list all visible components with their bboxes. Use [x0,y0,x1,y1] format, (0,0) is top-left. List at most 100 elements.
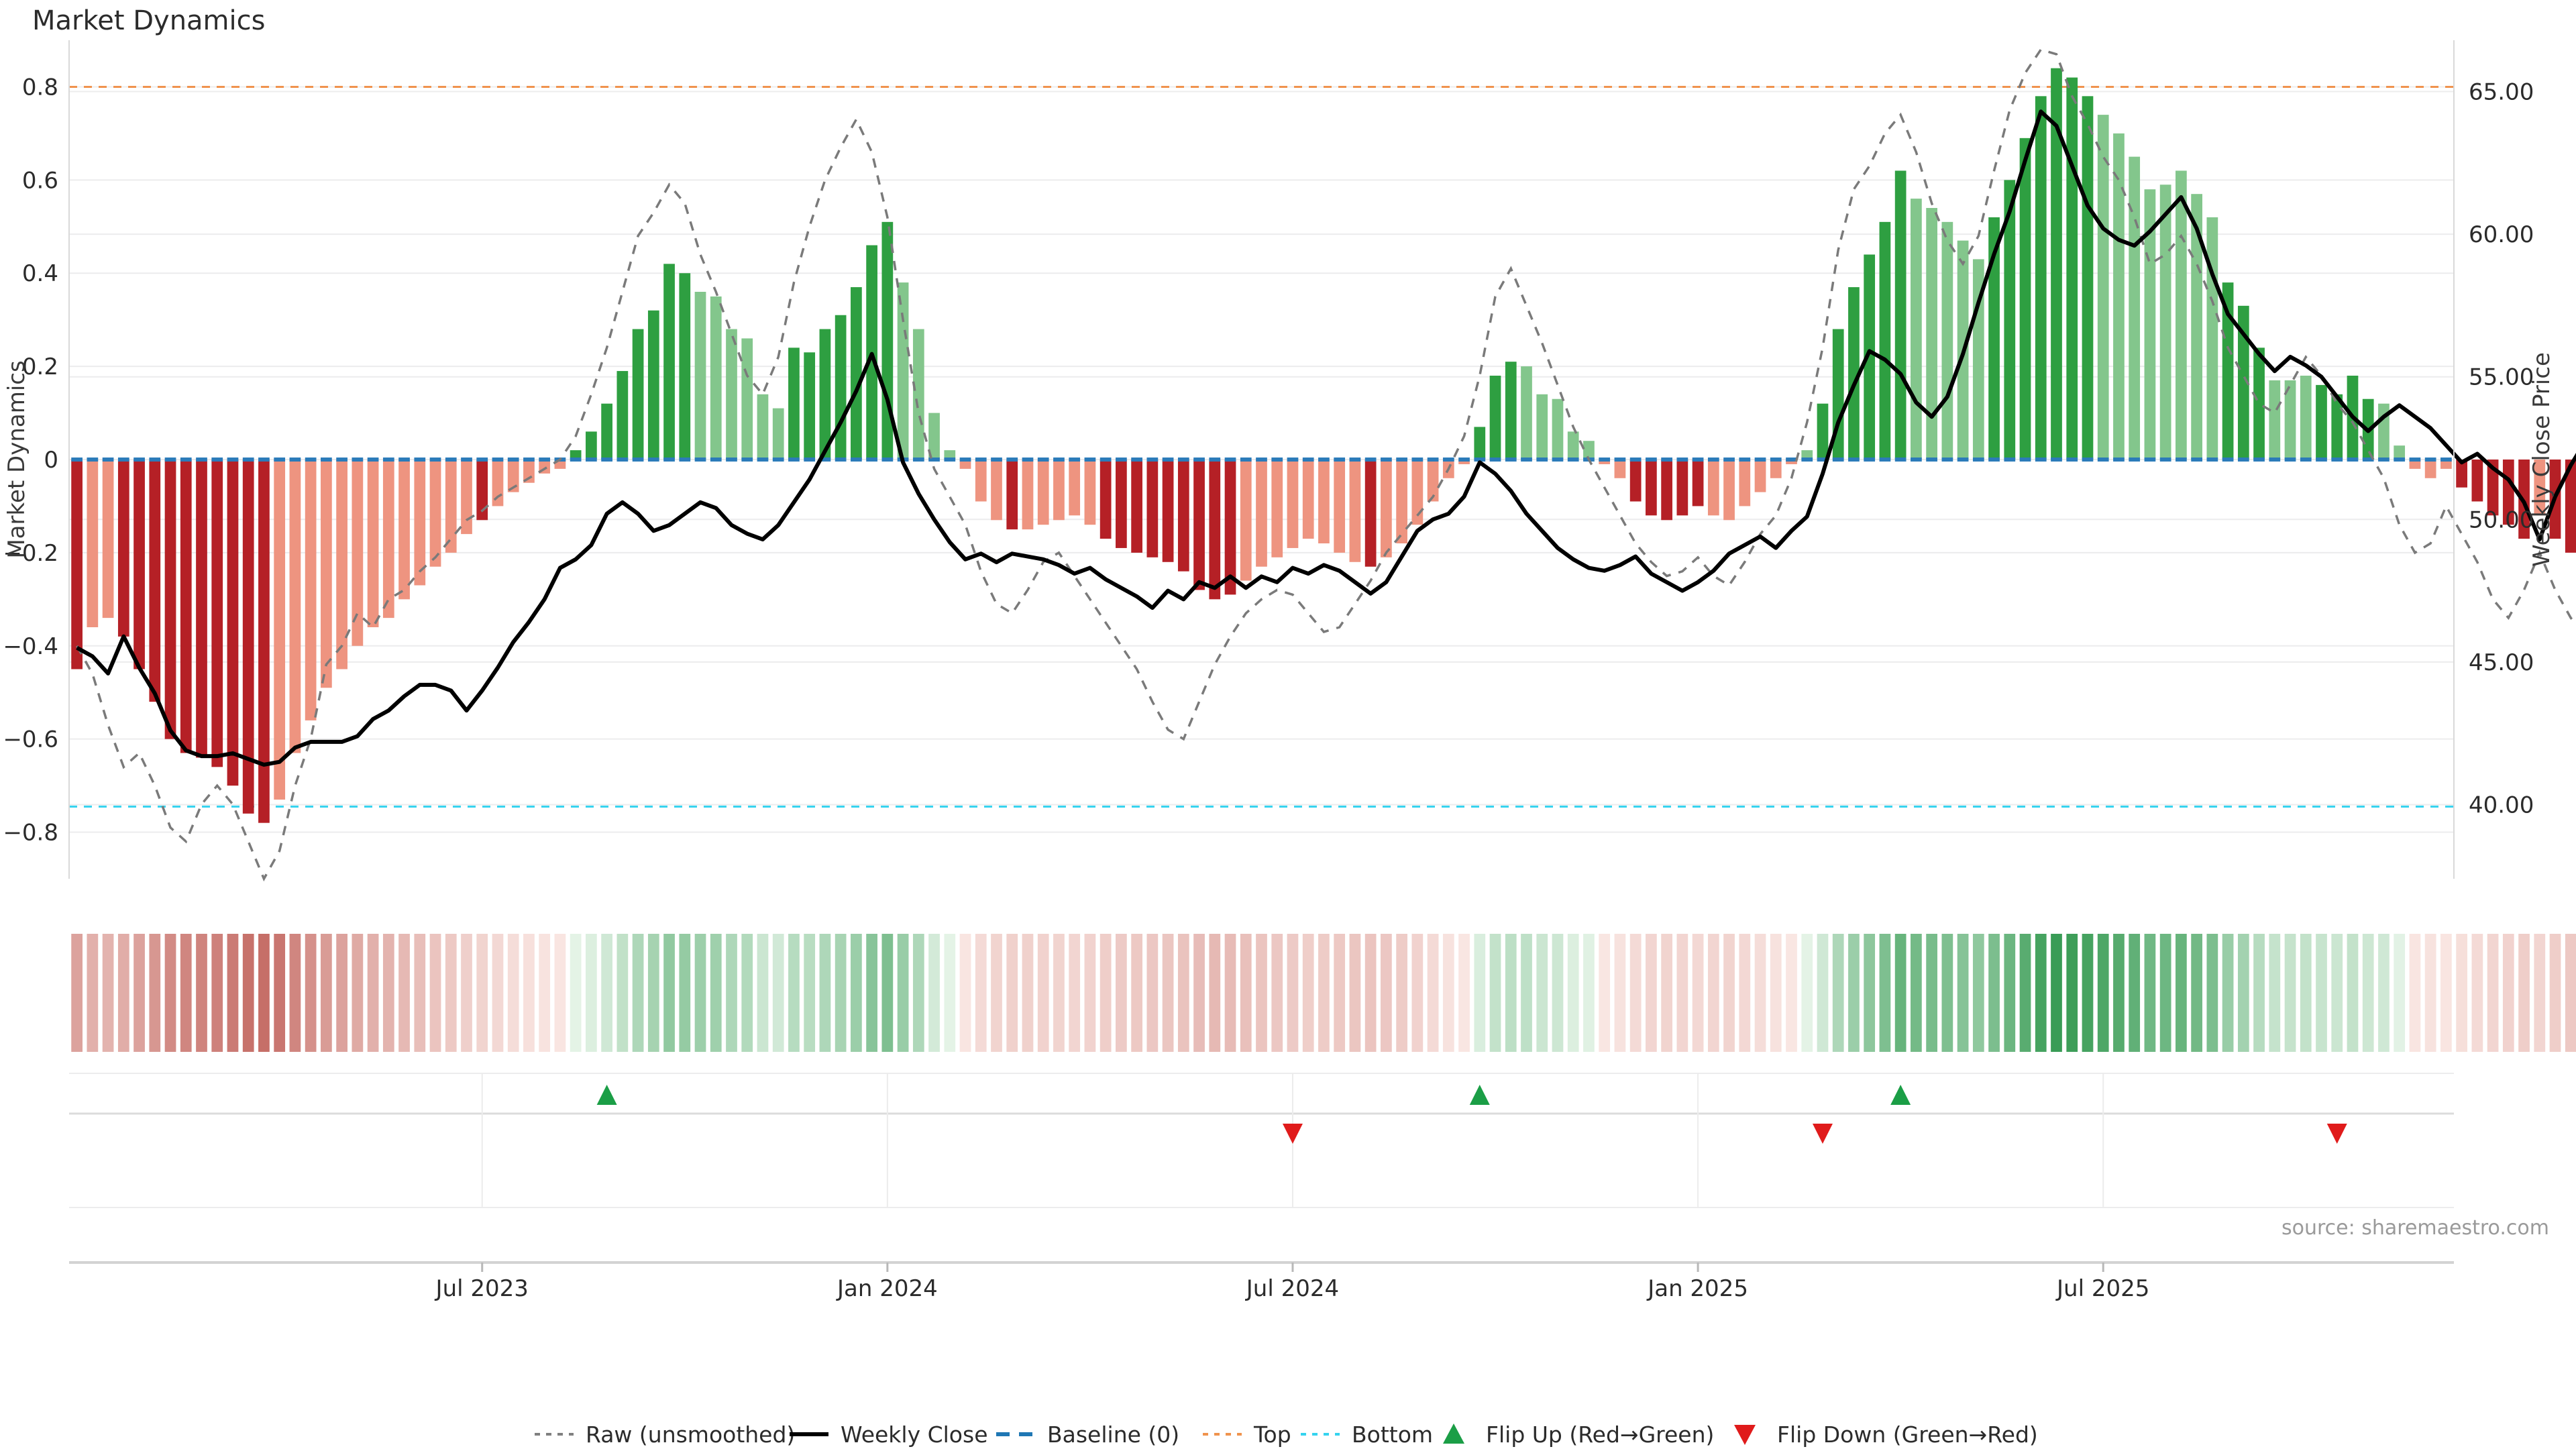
bar [835,315,847,460]
bar [2409,460,2421,469]
heatmap-cell [881,934,894,1052]
bar [1427,460,1439,502]
bar [2394,445,2406,460]
heatmap-cell [133,934,145,1052]
heatmap-cell [1084,934,1096,1052]
heatmap-cell [694,934,706,1052]
heatmap-cell [2222,934,2234,1052]
flip-up-marker[interactable] [1469,1085,1490,1105]
heatmap-cell [149,934,161,1052]
heatmap-cell [2253,934,2265,1052]
bar [2440,460,2452,469]
flip-up-marker[interactable] [1890,1085,1911,1105]
heatmap-cell [1957,934,1969,1052]
bar [133,460,145,669]
bar [289,460,301,753]
bar [367,460,379,627]
heatmap-cell [507,934,519,1052]
bar [1349,460,1361,562]
heatmap-cell [804,934,816,1052]
heatmap-cell [2316,934,2327,1052]
y-axis-right-label: Weekly Close Price [2528,352,2555,567]
x-tick-label: Jul 2025 [2055,1275,2149,1302]
heatmap-cell [897,934,909,1052]
heatmap-cell [1381,934,1392,1052]
y-tick-right: 60.00 [2469,221,2534,248]
heatmap-cell [616,934,629,1052]
heatmap-cell [1941,934,1953,1052]
y-tick-left: −0.2 [3,540,58,567]
heatmap-cell [1240,934,1252,1052]
heatmap-cell [1926,934,1937,1052]
bar [321,460,332,688]
bar [663,264,675,460]
heatmap-cell [2502,934,2514,1052]
heatmap-cell [242,934,254,1052]
bar [586,431,597,460]
heatmap-cell [211,934,223,1052]
bar [1629,460,1642,502]
heatmap-cell [1552,934,1564,1052]
heatmap-cell [1099,934,1112,1052]
heatmap-cell [1271,934,1283,1052]
y-tick-left: 0.8 [22,74,58,101]
heatmap-cell [2487,934,2499,1052]
heatmap-cell [819,934,831,1052]
y-tick-left: −0.6 [3,727,58,753]
bar [2456,460,2467,488]
bar [1458,460,1470,464]
bar [398,460,410,600]
heatmap-cell [429,934,441,1052]
heatmap-cell [1474,934,1486,1052]
bar [2269,380,2281,460]
source-attribution: source: sharemaestro.com [2282,1216,2549,1240]
heatmap-cell [2518,934,2530,1052]
bar [71,460,83,669]
heatmap-cell [944,934,956,1052]
bar [912,329,924,460]
bar [2004,180,2016,460]
bar [1069,460,1081,516]
heatmap-cell [2113,934,2125,1052]
flip-down-marker[interactable] [1282,1124,1303,1144]
bar [1177,460,1189,572]
legend-label-raw-unsmoothed: Raw (unsmoothed) [586,1421,795,1448]
flip-up-marker[interactable] [596,1085,617,1105]
bar [227,460,239,786]
legend: Raw (unsmoothed) Weekly Close Baseline (0)… [535,1421,2038,1448]
flip-down-marker[interactable] [1812,1124,1833,1144]
y-tick-right: 65.00 [2469,79,2534,106]
bar-series [71,68,2576,823]
heatmap-cell [492,934,504,1052]
heatmap-cell [1879,934,1891,1052]
heatmap-cell [445,934,457,1052]
heatmap-cell [1567,934,1579,1052]
bar [1926,208,1937,460]
y-tick-left: 0.6 [22,167,58,194]
bar [461,460,472,535]
heatmap-cell [1676,934,1688,1052]
bar [991,460,1002,521]
heatmap-cell [227,934,239,1052]
heatmap-cell [523,934,535,1052]
bar [164,460,176,739]
heatmap-cell [554,934,566,1052]
heatmap-cell [1037,934,1049,1052]
bar [2316,384,2327,460]
bar [2019,138,2031,460]
bar [647,310,659,460]
heatmap-cell [2206,934,2218,1052]
flip-down-marker[interactable] [2326,1124,2347,1144]
heatmap-cell [1817,934,1829,1052]
heatmap-cell [289,934,301,1052]
bar [87,460,99,627]
bar [1116,460,1127,548]
heatmap-cell [632,934,644,1052]
heatmap-cell [1131,934,1142,1052]
heatmap-cell [912,934,924,1052]
heatmap-cell [1022,934,1034,1052]
heatmap-cell [1754,934,1766,1052]
page-title: Market Dynamics [32,5,266,36]
bar [1474,427,1486,460]
legend-swatch-flip-down-green-red [1734,1425,1756,1445]
